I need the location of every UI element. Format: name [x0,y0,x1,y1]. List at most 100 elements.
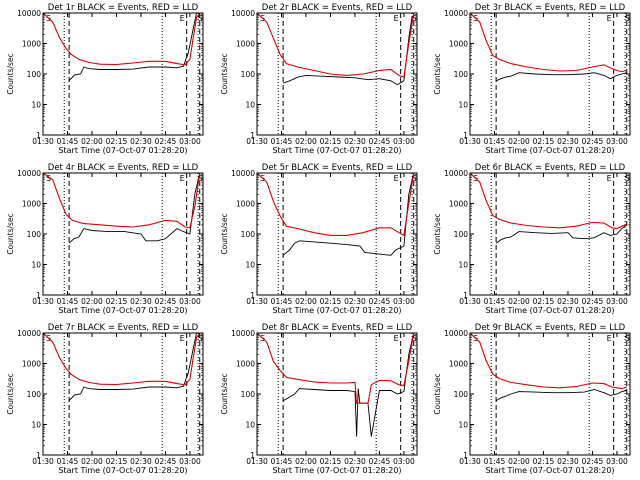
x-tick-label: 01:45 [271,297,293,306]
plot-series-area [470,333,627,402]
marker-label: E [394,174,399,183]
y-tick-label: 1000 [22,200,41,209]
plot-series-area [43,333,201,402]
events-series-line [282,15,413,86]
plot-series-area [43,13,201,82]
plot-series-area [470,13,627,82]
x-tick-label: 02:00 [508,137,530,146]
x-tick-label: 01:30 [246,457,268,466]
y-tick-label: 10 [31,421,41,430]
x-tick-label: 03:00 [179,297,201,306]
y-tick-label: 100 [454,230,469,239]
y-tick-label: 1 [250,451,255,460]
marker-label: E [180,334,185,343]
x-tick-label: 03:00 [393,457,415,466]
marker-label: E [607,174,612,183]
marker-label: S [46,174,51,183]
y-axis-label: Counts/sec [6,373,15,414]
y-tick-label: 10000 [17,9,41,18]
x-tick-label: 03:00 [393,297,415,306]
marker-label: E [394,14,399,23]
y-tick-label: 1000 [236,40,255,49]
y-tick-label: 10000 [444,169,468,178]
marker-label: S [412,334,417,343]
y-tick-label: 1 [463,291,468,300]
x-tick-label: 02:30 [344,457,366,466]
x-tick-label: 02:00 [81,457,103,466]
plot-title: Det 9r BLACK = Events, RED = LLD [475,323,626,333]
x-tick-label: 02:45 [582,297,604,306]
x-tick-label: 02:15 [106,137,128,146]
x-tick-label: 03:00 [606,137,628,146]
marker-label: S [198,14,203,23]
y-tick-label: 1 [36,291,41,300]
y-tick-label: 10000 [444,9,468,18]
x-tick-label: 01:45 [271,137,293,146]
x-tick-label: 01:45 [57,297,79,306]
x-tick-label: 02:00 [295,457,317,466]
plot-title: Det 4r BLACK = Events, RED = LLD [48,163,199,173]
x-tick-label: 03:00 [393,137,415,146]
x-tick-label: 02:15 [533,297,555,306]
x-tick-label: 01:45 [484,297,506,306]
x-axis-label: Start Time (07-Oct-07 01:28:20) [485,466,614,475]
x-tick-label: 02:45 [369,457,391,466]
x-tick-label: 01:45 [271,457,293,466]
x-tick-label: 01:45 [484,137,506,146]
y-axis-label: Counts/sec [220,213,229,254]
plot-series-area [257,173,415,256]
lld-series-line [257,173,415,237]
events-series-line [282,333,415,437]
marker-label: S [412,174,417,183]
x-tick-label: 02:30 [130,457,152,466]
x-tick-label: 02:30 [130,297,152,306]
y-axis-label: Counts/sec [220,373,229,414]
x-tick-label: 01:30 [459,297,481,306]
x-tick-label: 02:30 [130,137,152,146]
y-tick-label: 1 [36,451,41,460]
x-tick-label: 02:45 [155,457,177,466]
x-tick-label: 02:15 [320,297,342,306]
y-tick-label: 10000 [17,169,41,178]
y-tick-label: 10 [245,261,255,270]
y-axis-label: Counts/sec [433,213,442,254]
x-tick-label: 02:30 [557,457,579,466]
lld-series-line [470,13,627,73]
x-tick-label: 02:15 [533,457,555,466]
x-tick-label: 02:45 [369,297,391,306]
x-tick-label: 01:45 [484,457,506,466]
y-tick-label: 10 [458,261,468,270]
plot-title: Det 8r BLACK = Events, RED = LLD [262,323,413,333]
x-tick-label: 02:45 [155,297,177,306]
y-tick-label: 10000 [231,329,255,338]
lld-series-line [470,333,627,390]
y-tick-label: 1000 [449,40,468,49]
y-axis-label: Counts/sec [6,53,15,94]
x-tick-label: 02:30 [344,297,366,306]
marker-label: S [198,174,203,183]
x-tick-label: 02:45 [155,137,177,146]
lld-series-line [43,13,201,66]
x-tick-label: 02:30 [557,297,579,306]
y-tick-label: 1000 [236,360,255,369]
marker-label: S [625,334,630,343]
y-tick-label: 1 [463,131,468,140]
plot-frame [469,12,631,136]
marker-label: S [625,174,630,183]
y-tick-label: 100 [454,390,469,399]
marker-label: S [625,14,630,23]
x-tick-label: 02:00 [295,297,317,306]
plot-frame [42,332,204,456]
plot-frame [42,12,204,136]
events-series-line [282,173,415,256]
lld-series-line [470,173,627,230]
x-tick-label: 01:30 [246,137,268,146]
